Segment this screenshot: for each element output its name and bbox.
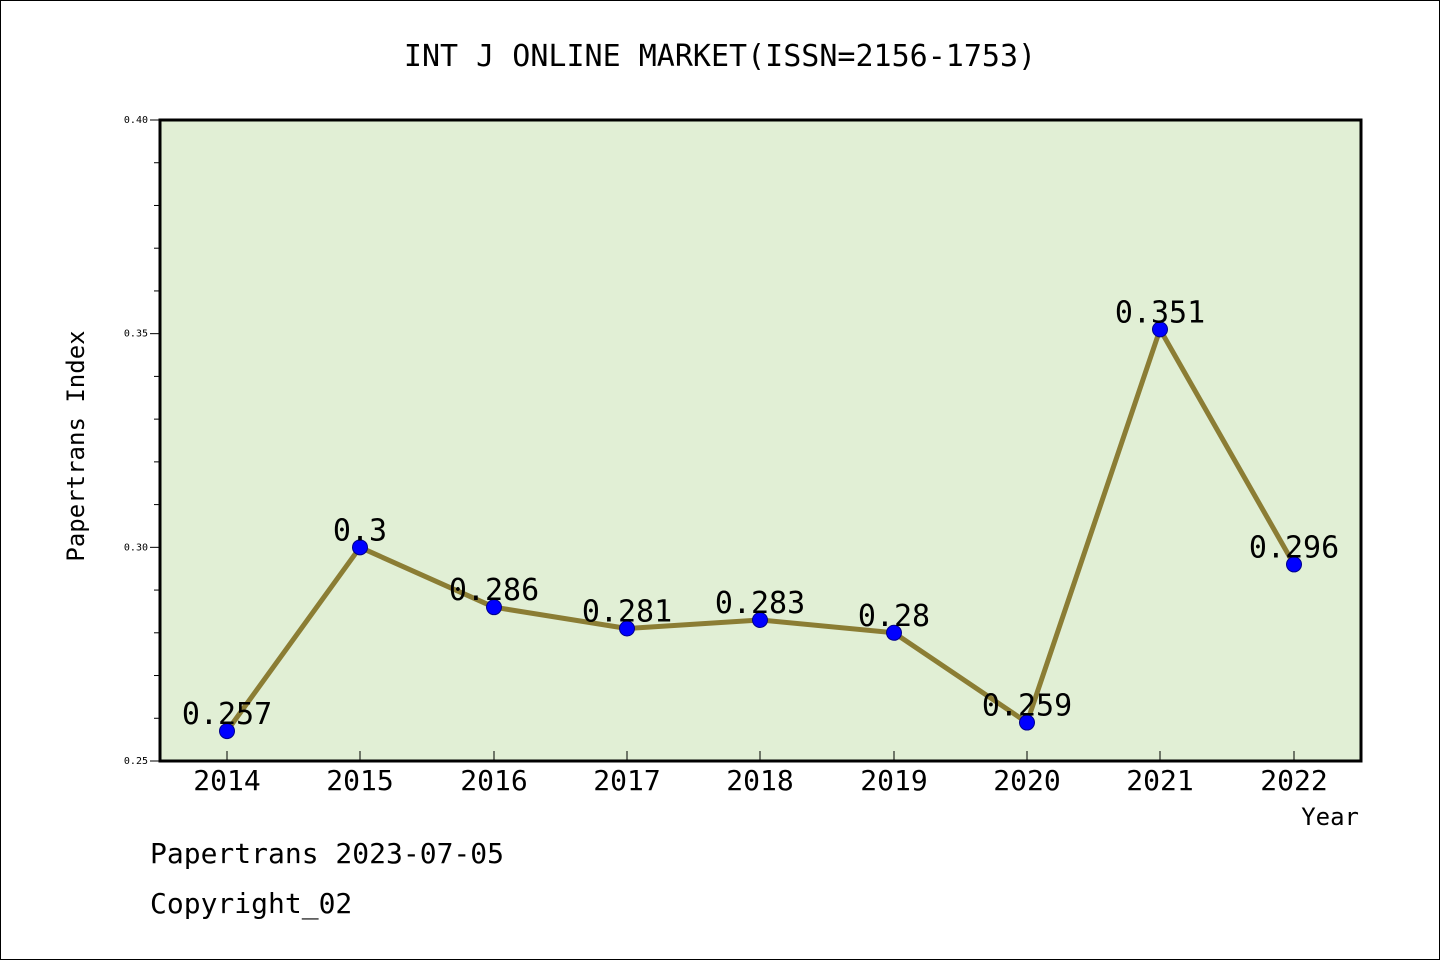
y-tick-label: 0.40 [124,115,148,126]
data-point [1152,321,1168,338]
y-tick-label: 0.30 [124,542,148,553]
footer-date: Papertrans 2023-07-05 [150,837,504,870]
x-tick-label: 2020 [993,764,1060,797]
y-axis: 0.25 0.30 0.35 0.40 [124,115,160,767]
plot-area [158,118,1363,763]
data-label: 0.281 [582,595,672,630]
data-label: 0.283 [715,586,805,621]
y-tick-label: 0.35 [124,329,148,340]
x-tick-label: 2015 [326,764,393,797]
x-tick-label: 2018 [726,764,793,797]
data-point [886,624,902,641]
x-tick-label: 2019 [860,764,927,797]
x-tick-label: 2016 [460,764,527,797]
series-markers [219,321,1302,740]
x-axis: 2014 2015 2016 2017 2018 2019 2020 2021 2022 [193,751,1328,797]
data-label: 0.28 [858,599,930,634]
x-axis-label: Year [1301,803,1359,831]
footer-copyright: Copyright_02 [150,887,352,921]
data-label: 0.257 [182,697,272,732]
x-tick-label: 2022 [1260,764,1327,797]
data-point [1286,556,1302,573]
data-point [1019,714,1035,731]
data-point [219,723,235,740]
data-labels: 0.257 0.3 0.286 0.281 0.283 0.28 0.259 0.351 0.2… [182,295,1339,732]
data-point [619,620,635,637]
data-label: 0.286 [449,573,539,608]
data-point [752,611,768,628]
y-tick-label: 0.25 [124,756,148,767]
data-label: 0.296 [1249,530,1339,565]
y-axis-label: Papertrans Index [62,330,90,561]
data-label: 0.351 [1115,295,1205,330]
chart-title: INT J ONLINE MARKET(ISSN=2156-1753) [404,39,1036,74]
x-tick-label: 2017 [593,764,660,797]
data-point [352,539,368,556]
data-label: 0.3 [333,513,387,548]
data-point [486,599,502,616]
x-tick-label: 2014 [193,764,260,797]
x-tick-label: 2021 [1126,764,1193,797]
data-label: 0.259 [982,689,1072,724]
